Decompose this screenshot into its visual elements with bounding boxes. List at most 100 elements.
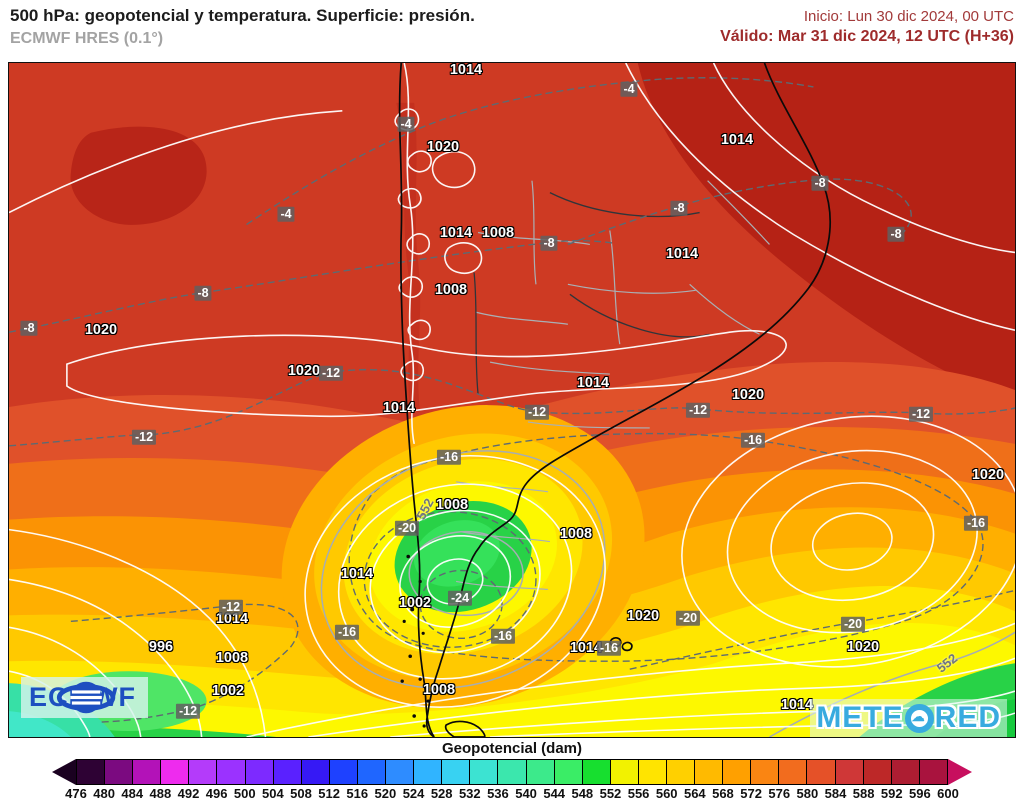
temperature-label: -8 bbox=[670, 200, 688, 216]
meteored-cloud-icon: ☁ bbox=[904, 703, 934, 733]
temperature-label: -12 bbox=[218, 599, 244, 615]
colorbar-segment bbox=[244, 760, 273, 784]
pressure-label: 1014 bbox=[576, 374, 610, 391]
pressure-label: 1020 bbox=[84, 321, 118, 338]
colorbar-segment bbox=[862, 760, 891, 784]
colorbar-segment bbox=[918, 760, 947, 784]
colorbar-segment bbox=[581, 760, 610, 784]
colorbar-segment bbox=[609, 760, 638, 784]
colorbar-ticks: 476 480 484 488 492 496 500 504 508 512 516 520 524 5… bbox=[65, 786, 959, 798]
colorbar-tick: 580 bbox=[796, 786, 819, 798]
colorbar-tick: 480 bbox=[93, 786, 115, 798]
colorbar bbox=[52, 759, 972, 785]
temperature-label: -8 bbox=[887, 226, 905, 242]
temperature-label: -16 bbox=[436, 449, 462, 465]
temperature-label: -20 bbox=[840, 616, 866, 632]
colorbar-segment bbox=[834, 760, 863, 784]
pressure-label: 1020 bbox=[846, 638, 880, 655]
pressure-label: 1008 bbox=[559, 525, 593, 542]
colorbar-tick: 600 bbox=[937, 786, 959, 798]
colorbar-segment bbox=[750, 760, 779, 784]
temperature-label: -16 bbox=[334, 624, 360, 640]
temperature-label: -16 bbox=[596, 640, 622, 656]
colorbar-segment bbox=[553, 760, 582, 784]
colorbar-tick: 536 bbox=[487, 786, 509, 798]
colorbar-segment bbox=[469, 760, 498, 784]
colorbar-tick: 564 bbox=[683, 786, 706, 798]
header: 500 hPa: geopotencial y temperatura. Sup… bbox=[0, 0, 1024, 62]
colorbar-tick: 524 bbox=[402, 786, 425, 798]
colorbar-left-arrow bbox=[52, 759, 76, 785]
pressure-label: 1020 bbox=[626, 607, 660, 624]
pressure-label: 1008 bbox=[422, 681, 456, 698]
colorbar-segment bbox=[890, 760, 919, 784]
pressure-label: 1008 bbox=[435, 496, 469, 513]
temperature-label: -8 bbox=[540, 235, 558, 251]
colorbar-segment bbox=[385, 760, 414, 784]
pressure-label: 1014 bbox=[382, 399, 416, 416]
pressure-label: 1008 bbox=[434, 281, 468, 298]
colorbar-segment bbox=[272, 760, 301, 784]
temperature-label: -12 bbox=[175, 703, 201, 719]
colorbar-tick: 552 bbox=[599, 786, 622, 798]
temperature-label: -16 bbox=[740, 432, 766, 448]
pressure-label: 996 bbox=[148, 638, 174, 655]
colorbar-segment bbox=[77, 760, 105, 784]
temperature-label: -16 bbox=[963, 515, 989, 531]
temperature-label: -12 bbox=[318, 365, 344, 381]
colorbar-segment bbox=[441, 760, 470, 784]
page-title: 500 hPa: geopotencial y temperatura. Sup… bbox=[10, 6, 475, 25]
colorbar-segment bbox=[637, 760, 666, 784]
colorbar-segment bbox=[497, 760, 526, 784]
geopotential-label: 552 bbox=[413, 495, 437, 523]
temperature-label: -24 bbox=[447, 590, 473, 606]
colorbar-segment bbox=[778, 760, 807, 784]
temperature-label: -8 bbox=[194, 285, 212, 301]
pressure-label: 1020 bbox=[426, 138, 460, 155]
contour-label-layer: 1014 1020 1014 1008 1008 1020 1020 1014 1014 1014… bbox=[9, 63, 1015, 737]
colorbar-tick: 488 bbox=[149, 786, 172, 798]
colorbar-title: Geopotencial (dam) bbox=[441, 740, 583, 757]
colorbar-tick: 568 bbox=[712, 786, 734, 798]
temperature-label: -16 bbox=[490, 628, 516, 644]
colorbar-tick: 528 bbox=[430, 786, 453, 798]
colorbar-tick: 560 bbox=[655, 786, 678, 798]
colorbar-tick: 596 bbox=[909, 786, 931, 798]
geopotential-label: 552 bbox=[933, 650, 961, 676]
pressure-label: 1002 bbox=[398, 594, 432, 611]
colorbar-tick: 500 bbox=[233, 786, 256, 798]
colorbar-segment bbox=[665, 760, 695, 784]
temperature-label: -20 bbox=[675, 610, 701, 626]
temperature-label: -12 bbox=[908, 406, 934, 422]
colorbar-segment bbox=[694, 760, 723, 784]
colorbar-segment bbox=[300, 760, 329, 784]
temperature-label: -12 bbox=[685, 402, 711, 418]
colorbar-tick: 572 bbox=[740, 786, 762, 798]
colorbar-tick: 576 bbox=[768, 786, 791, 798]
colorbar-tick: 544 bbox=[543, 786, 566, 798]
pressure-label: 1014 bbox=[665, 245, 699, 262]
run-init-time: Inicio: Lun 30 dic 2024, 00 UTC bbox=[803, 8, 1014, 25]
temperature-label: -12 bbox=[131, 429, 157, 445]
model-subtitle: ECMWF HRES (0.1°) bbox=[10, 30, 164, 47]
pressure-label: 1002 bbox=[211, 682, 245, 699]
colorbar-segment bbox=[806, 760, 835, 784]
temperature-label: -12 bbox=[524, 404, 550, 420]
meteored-logo: METE ☁ RED bbox=[810, 699, 1007, 737]
pressure-label: 1014 bbox=[439, 224, 473, 241]
colorbar-body bbox=[76, 759, 948, 785]
pressure-label: 1014 bbox=[720, 131, 754, 148]
colorbar-segment bbox=[216, 760, 245, 784]
colorbar-segment bbox=[525, 760, 554, 784]
colorbar-tick: 556 bbox=[627, 786, 650, 798]
colorbar-segment bbox=[413, 760, 442, 784]
colorbar-tick: 508 bbox=[290, 786, 312, 798]
pressure-label: 1014 bbox=[780, 696, 814, 713]
colorbar-tick: 476 bbox=[65, 786, 87, 798]
colorbar-tick: 516 bbox=[346, 786, 369, 798]
colorbar-tick: 584 bbox=[824, 786, 847, 798]
colorbar-segment bbox=[132, 760, 161, 784]
colorbar-tick: 512 bbox=[318, 786, 341, 798]
colorbar-segment bbox=[160, 760, 189, 784]
